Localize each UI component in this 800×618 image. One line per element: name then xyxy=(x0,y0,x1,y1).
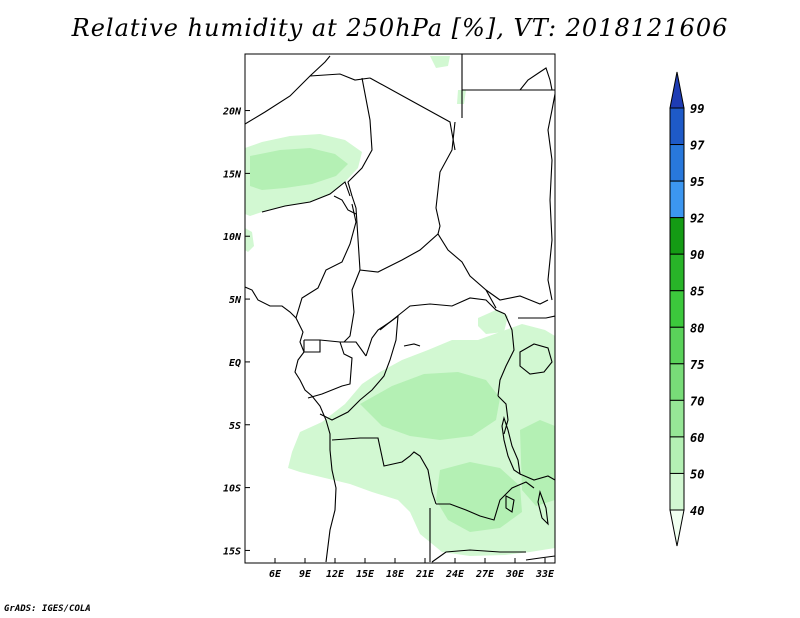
border-nigeria-cameroon xyxy=(295,203,357,319)
humidity-shading xyxy=(245,56,555,556)
colorbar-label: 97 xyxy=(690,139,705,153)
border-gabon-cameroon xyxy=(304,339,367,357)
border-niger-nigeria xyxy=(261,181,351,213)
border-sudan-south xyxy=(485,289,549,305)
lon-tick-label: 33E xyxy=(535,569,555,580)
colorbar-label: 80 xyxy=(690,321,704,335)
colorbar-segment xyxy=(669,180,685,219)
lake-mweru xyxy=(505,495,515,513)
colorbar-label: 40 xyxy=(690,504,704,518)
border-sudan-east xyxy=(547,93,555,301)
lat-tick-label: EQ xyxy=(229,358,241,369)
colorbar-segment xyxy=(669,107,685,146)
lake-victoria xyxy=(519,343,553,375)
lon-tick-label: 15E xyxy=(356,569,375,580)
border-chad-sudan xyxy=(435,121,456,235)
border-zambia-south xyxy=(431,549,526,563)
border-congo-drc xyxy=(319,314,399,421)
country-borders xyxy=(245,54,555,563)
coastline-west xyxy=(245,286,337,563)
lat-tick-label: 5N xyxy=(229,295,242,306)
border-uganda xyxy=(518,315,555,319)
humidity-area-central-core xyxy=(360,372,500,440)
border-congo xyxy=(307,341,353,399)
colorbar-segment xyxy=(669,436,685,474)
colorbar-label: 60 xyxy=(690,431,704,445)
lake-malawi xyxy=(537,490,549,526)
border-se xyxy=(525,555,555,561)
colorbar: 99 97 95 92 90 85 80 75 70 60 50 40 xyxy=(669,71,705,547)
lon-tick-label: 9E xyxy=(299,569,312,580)
lon-tick-label: 21E xyxy=(415,569,435,580)
grads-credit: GrADS: IGES/COLA xyxy=(4,604,91,614)
humidity-area-east-5n xyxy=(478,310,508,334)
colorbar-segment xyxy=(669,253,685,292)
lat-tick-label: 20N xyxy=(222,107,242,118)
border-northeast-coast xyxy=(519,67,553,91)
border-libya-niger xyxy=(309,73,371,81)
lat-tick-label: 15N xyxy=(223,169,242,180)
colorbar-bottom-arrow xyxy=(669,509,685,547)
border-tanzania xyxy=(519,473,555,481)
colorbar-label: 92 xyxy=(690,212,704,226)
lon-tick-label: 12E xyxy=(326,569,345,580)
colorbar-segment xyxy=(669,399,685,438)
border-chad-lake xyxy=(333,195,357,215)
axis-ticks: 6E 9E 12E 15E 18E 21E 24E 27E 30E 33E 20N 15N 10N 5N E… xyxy=(222,107,555,580)
lon-tick-label: 24E xyxy=(445,569,465,580)
colorbar-top-arrow xyxy=(669,71,685,109)
colorbar-segment xyxy=(669,326,685,365)
lat-tick-label: 10S xyxy=(223,484,241,495)
lon-tick-label: 18E xyxy=(386,569,405,580)
colorbar-label: 99 xyxy=(690,102,704,116)
border-algeria-niger xyxy=(245,55,331,125)
border-rwanda xyxy=(497,395,509,435)
lat-tick-label: 15S xyxy=(223,546,241,557)
border-cameroon-car xyxy=(343,269,361,343)
colorbar-segment xyxy=(669,472,685,511)
colorbar-label: 75 xyxy=(690,358,704,372)
lat-tick-label: 5S xyxy=(229,421,241,432)
border-drc-uganda xyxy=(497,313,515,397)
border-car-drc xyxy=(379,297,506,331)
humidity-area-sahel-core xyxy=(250,148,348,190)
lon-tick-label: 30E xyxy=(505,569,525,580)
colorbar-segment xyxy=(669,363,685,401)
humidity-area-south-core xyxy=(436,462,522,532)
colorbar-label: 85 xyxy=(690,285,704,299)
lon-tick-label: 27E xyxy=(475,569,495,580)
map-frame xyxy=(244,53,556,564)
colorbar-label: 95 xyxy=(690,175,704,189)
border-drc-zambia xyxy=(436,481,535,521)
humidity-area-northeast xyxy=(430,56,450,68)
border-niger-chad xyxy=(347,77,373,209)
lat-tick-label: 10N xyxy=(223,232,242,243)
humidity-area-southeast xyxy=(520,420,555,506)
border-chad-car xyxy=(355,207,497,309)
border-libya-chad xyxy=(369,77,456,151)
border-drc-angola xyxy=(331,437,437,505)
humidity-area-central xyxy=(288,324,555,556)
colorbar-label: 70 xyxy=(690,394,704,408)
humidity-area-west-coast xyxy=(245,228,254,252)
colorbar-segment xyxy=(669,144,685,182)
colorbar-segment xyxy=(669,217,685,255)
lon-tick-label: 6E xyxy=(269,569,282,580)
colorbar-label: 90 xyxy=(690,248,704,262)
colorbar-segment xyxy=(669,290,685,328)
colorbar-label: 50 xyxy=(690,467,704,481)
border-eqguinea xyxy=(303,340,321,353)
lake-tanganyika xyxy=(501,416,521,476)
lake-volta-like xyxy=(403,343,421,347)
map-title: Relative humidity at 250hPa [%], VT: 201… xyxy=(71,14,729,42)
